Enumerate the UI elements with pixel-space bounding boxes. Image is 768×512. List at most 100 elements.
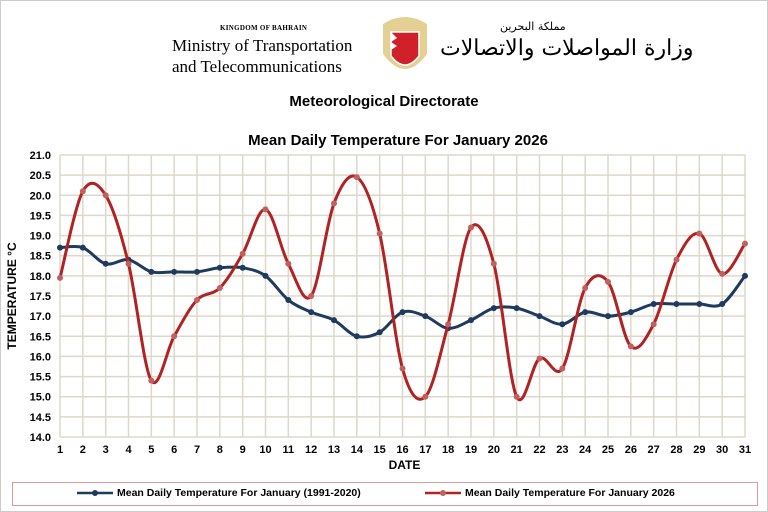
data-point-0 — [102, 260, 109, 267]
x-tick-label: 7 — [194, 444, 200, 456]
x-tick-label: 26 — [625, 444, 637, 456]
ministry-name: Ministry of Transportation and Telecommun… — [172, 35, 352, 77]
data-point-1 — [627, 343, 634, 350]
x-tick-label: 20 — [488, 444, 500, 456]
data-point-0 — [399, 309, 406, 316]
data-point-1 — [605, 278, 611, 285]
data-point-1 — [331, 200, 337, 207]
x-axis-label: DATE — [389, 458, 421, 472]
x-tick-label: 14 — [351, 444, 364, 456]
data-point-0 — [650, 301, 657, 308]
x-tick-label: 24 — [579, 444, 592, 456]
data-point-1 — [582, 284, 589, 291]
data-point-0 — [696, 301, 703, 308]
data-point-1 — [445, 321, 452, 328]
ministry-line1: Ministry of Transportation — [172, 36, 353, 55]
data-point-0 — [57, 244, 63, 251]
y-tick-label: 14.0 — [30, 432, 51, 444]
x-tick-label: 30 — [716, 444, 728, 456]
data-point-1 — [262, 206, 269, 213]
kingdom-label: KINGDOM OF BAHRAIN — [220, 24, 308, 32]
y-tick-label: 20.0 — [30, 190, 51, 202]
data-point-1 — [673, 256, 680, 263]
arabic-kingdom: مملكة البحرين — [500, 20, 566, 33]
x-tick-label: 8 — [217, 444, 223, 456]
legend-swatch-2026 — [425, 490, 461, 496]
data-point-0 — [742, 272, 748, 279]
x-tick-label: 13 — [328, 444, 340, 456]
x-tick-label: 10 — [259, 444, 271, 456]
data-point-0 — [171, 268, 178, 275]
x-tick-label: 9 — [240, 444, 246, 456]
x-tick-label: 25 — [602, 444, 614, 456]
bahrain-crest-logo — [383, 17, 427, 69]
x-tick-label: 4 — [125, 444, 132, 456]
data-point-0 — [79, 244, 86, 251]
y-tick-label: 19.0 — [30, 231, 51, 243]
data-point-0 — [422, 313, 429, 320]
x-tick-label: 31 — [739, 444, 751, 456]
arabic-ministry: وزارة المواصلات والاتصالات — [440, 36, 694, 61]
x-tick-label: 1 — [57, 444, 63, 456]
data-point-1 — [650, 321, 657, 328]
data-point-1 — [148, 377, 155, 384]
data-point-0 — [490, 305, 497, 312]
data-point-1 — [742, 240, 748, 247]
y-tick-label: 21.0 — [30, 150, 51, 162]
x-tick-label: 19 — [465, 444, 477, 456]
data-point-0 — [148, 268, 155, 275]
data-point-0 — [216, 264, 223, 271]
y-axis-label: TEMPERATURE °C — [5, 242, 19, 350]
y-tick-label: 16.5 — [30, 331, 51, 343]
x-tick-label: 12 — [305, 444, 317, 456]
data-point-1 — [422, 393, 429, 400]
y-tick-label: 15.5 — [30, 372, 51, 384]
data-point-1 — [696, 230, 703, 237]
x-tick-label: 6 — [171, 444, 177, 456]
data-point-1 — [468, 224, 474, 231]
y-tick-label: 14.5 — [30, 412, 51, 424]
chart-title: Mean Daily Temperature For January 2026 — [248, 132, 548, 149]
data-point-0 — [513, 305, 520, 312]
directorate-title: Meteorological Directorate — [289, 93, 479, 110]
x-tick-label: 22 — [533, 444, 545, 456]
legend-item-2026: Mean Daily Temperature For January 2026 — [425, 487, 675, 499]
data-point-1 — [536, 355, 543, 362]
ministry-line2: and Telecommunications — [172, 57, 342, 76]
x-tick-label: 16 — [396, 444, 408, 456]
data-point-0 — [673, 301, 680, 308]
x-tick-label: 23 — [556, 444, 568, 456]
data-point-0 — [331, 317, 337, 324]
data-point-0 — [376, 329, 383, 336]
data-point-1 — [376, 230, 383, 237]
data-point-1 — [490, 260, 497, 267]
x-tick-label: 11 — [283, 444, 295, 456]
data-point-1 — [79, 188, 86, 195]
data-point-0 — [719, 301, 726, 308]
data-point-1 — [285, 260, 292, 267]
data-point-1 — [102, 192, 109, 199]
y-tick-label: 19.5 — [30, 210, 51, 222]
data-point-0 — [353, 333, 360, 340]
data-point-0 — [194, 268, 200, 275]
data-point-1 — [513, 393, 520, 400]
y-tick-label: 15.0 — [30, 392, 51, 404]
y-tick-label: 16.0 — [30, 351, 51, 363]
data-point-0 — [262, 272, 269, 279]
chart: 14.0 14.5 15.0 15.5 16.0 16.5 17.0 17.5 18.0 18.5… — [5, 150, 751, 472]
x-tick-label: 15 — [374, 444, 386, 456]
data-point-1 — [57, 274, 63, 281]
x-tick-label: 17 — [419, 444, 431, 456]
data-point-0 — [605, 313, 611, 320]
y-tick-label: 17.0 — [30, 311, 51, 323]
legend-label-normal: Mean Daily Temperature For January (1991… — [117, 487, 361, 499]
data-point-1 — [719, 270, 726, 277]
data-point-1 — [308, 293, 315, 299]
legend-label-2026: Mean Daily Temperature For January 2026 — [465, 487, 675, 499]
x-tick-label: 21 — [511, 444, 523, 456]
data-point-1 — [239, 250, 246, 257]
legend-swatch-normal — [77, 490, 113, 496]
data-point-1 — [171, 333, 178, 340]
data-point-1 — [125, 260, 132, 267]
y-tick-label: 18.0 — [30, 271, 51, 283]
